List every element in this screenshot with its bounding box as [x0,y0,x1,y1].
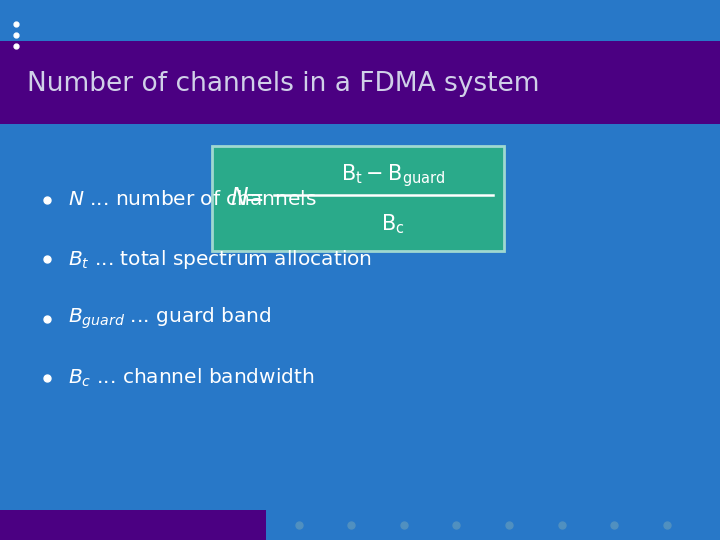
Text: $\mathsf{B_c}$: $\mathsf{B_c}$ [382,212,405,235]
Text: $N\!\!=\!\!$: $N\!\!=\!\!$ [230,186,264,211]
FancyBboxPatch shape [0,510,266,540]
FancyBboxPatch shape [212,146,504,251]
Text: $N$ ... number of channels: $N$ ... number of channels [68,190,318,210]
Text: Number of channels in a FDMA system: Number of channels in a FDMA system [27,71,540,97]
Text: $\mathsf{B_t - B_{guard}}$: $\mathsf{B_t - B_{guard}}$ [341,162,446,188]
Text: $B_c$ ... channel bandwidth: $B_c$ ... channel bandwidth [68,367,315,389]
FancyBboxPatch shape [0,40,720,124]
Text: $B_{guard}$ ... guard band: $B_{guard}$ ... guard band [68,306,272,332]
Text: $B_t$ ... total spectrum allocation: $B_t$ ... total spectrum allocation [68,248,372,271]
